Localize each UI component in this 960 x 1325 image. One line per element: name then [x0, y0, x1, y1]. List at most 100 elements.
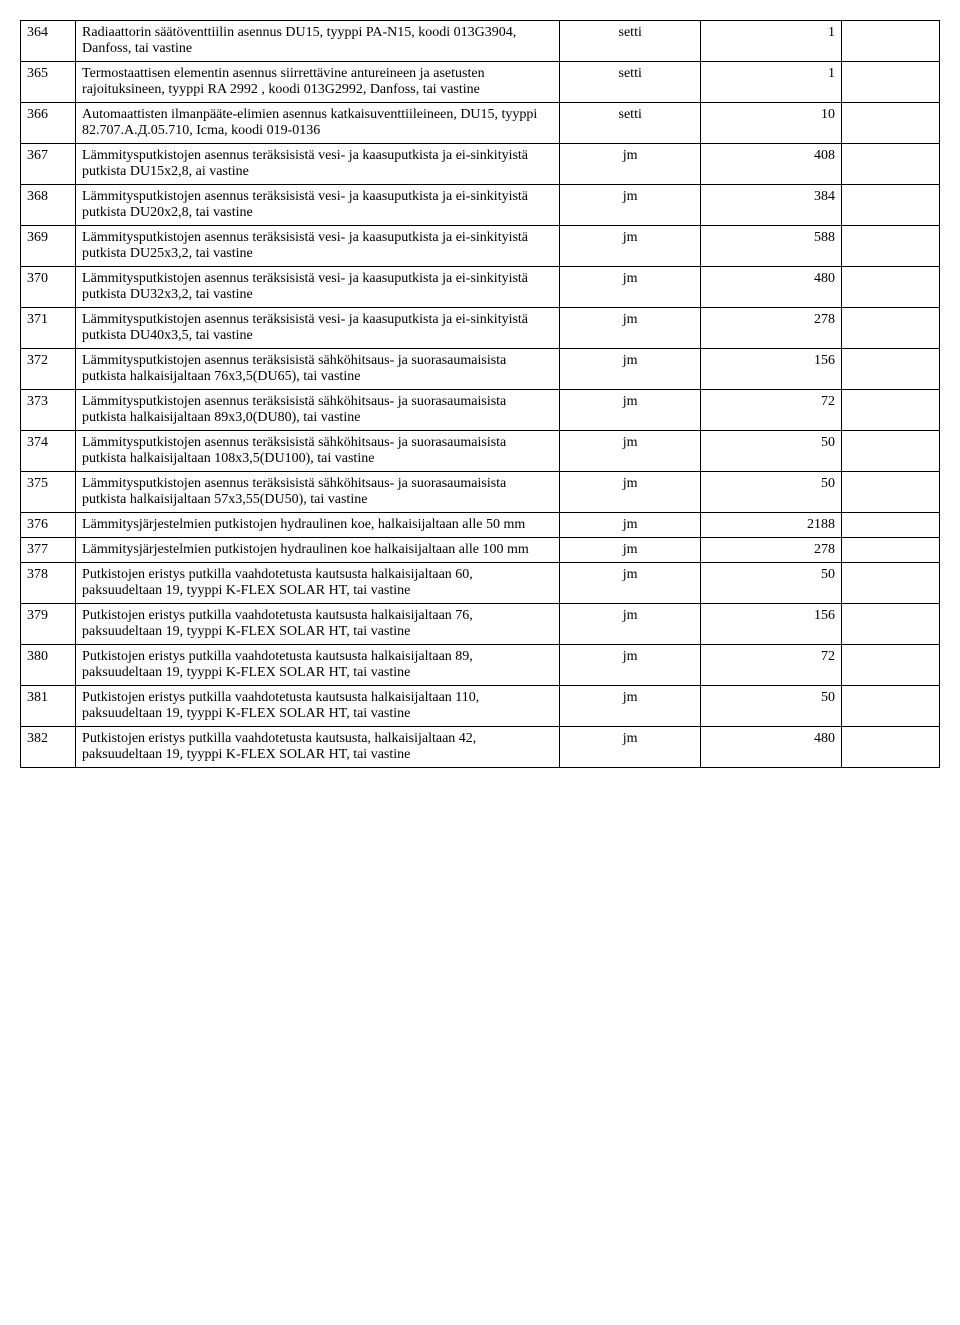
cell-unit: jm	[560, 472, 701, 513]
table-row: 364Radiaattorin säätöventtiilin asennus …	[21, 21, 940, 62]
cell-empty	[842, 267, 940, 308]
cell-num: 366	[21, 103, 76, 144]
cell-empty	[842, 62, 940, 103]
cell-qty: 278	[701, 308, 842, 349]
cell-empty	[842, 513, 940, 538]
cell-qty: 10	[701, 103, 842, 144]
cell-num: 370	[21, 267, 76, 308]
cell-unit: jm	[560, 686, 701, 727]
cell-num: 381	[21, 686, 76, 727]
cell-empty	[842, 538, 940, 563]
cell-unit: jm	[560, 185, 701, 226]
cell-num: 367	[21, 144, 76, 185]
cell-desc: Lämmitysputkistojen asennus teräksisistä…	[76, 472, 560, 513]
cell-qty: 384	[701, 185, 842, 226]
cell-desc: Lämmitysputkistojen asennus teräksisistä…	[76, 144, 560, 185]
cell-desc: Lämmitysputkistojen asennus teräksisistä…	[76, 349, 560, 390]
cell-qty: 156	[701, 349, 842, 390]
cell-empty	[842, 185, 940, 226]
cell-empty	[842, 431, 940, 472]
cell-qty: 50	[701, 431, 842, 472]
cell-unit: jm	[560, 645, 701, 686]
table-row: 378Putkistojen eristys putkilla vaahdote…	[21, 563, 940, 604]
cell-desc: Putkistojen eristys putkilla vaahdotetus…	[76, 727, 560, 768]
cell-qty: 2188	[701, 513, 842, 538]
cell-desc: Radiaattorin säätöventtiilin asennus DU1…	[76, 21, 560, 62]
cell-empty	[842, 390, 940, 431]
table-row: 370Lämmitysputkistojen asennus teräksisi…	[21, 267, 940, 308]
cell-num: 380	[21, 645, 76, 686]
cell-qty: 408	[701, 144, 842, 185]
cell-unit: setti	[560, 103, 701, 144]
cell-unit: setti	[560, 21, 701, 62]
cell-empty	[842, 226, 940, 267]
cell-qty: 72	[701, 390, 842, 431]
table-row: 376Lämmitysjärjestelmien putkistojen hyd…	[21, 513, 940, 538]
cell-unit: jm	[560, 563, 701, 604]
cell-desc: Termostaattisen elementin asennus siirre…	[76, 62, 560, 103]
cell-num: 368	[21, 185, 76, 226]
cell-empty	[842, 144, 940, 185]
cell-num: 371	[21, 308, 76, 349]
cell-unit: jm	[560, 431, 701, 472]
table-row: 368Lämmitysputkistojen asennus teräksisi…	[21, 185, 940, 226]
cell-desc: Lämmitysjärjestelmien putkistojen hydrau…	[76, 538, 560, 563]
cell-unit: jm	[560, 267, 701, 308]
cell-desc: Automaattisten ilmanpääte-elimien asennu…	[76, 103, 560, 144]
table-row: 365Termostaattisen elementin asennus sii…	[21, 62, 940, 103]
table-row: 372Lämmitysputkistojen asennus teräksisi…	[21, 349, 940, 390]
cell-unit: jm	[560, 538, 701, 563]
cell-unit: jm	[560, 144, 701, 185]
cell-empty	[842, 727, 940, 768]
cell-unit: jm	[560, 226, 701, 267]
table-row: 382Putkistojen eristys putkilla vaahdote…	[21, 727, 940, 768]
cell-empty	[842, 472, 940, 513]
table-row: 379Putkistojen eristys putkilla vaahdote…	[21, 604, 940, 645]
table-row: 381Putkistojen eristys putkilla vaahdote…	[21, 686, 940, 727]
cell-num: 375	[21, 472, 76, 513]
cell-empty	[842, 308, 940, 349]
cell-unit: jm	[560, 513, 701, 538]
table-row: 373Lämmitysputkistojen asennus teräksisi…	[21, 390, 940, 431]
specification-table: 364Radiaattorin säätöventtiilin asennus …	[20, 20, 940, 768]
cell-unit: jm	[560, 349, 701, 390]
table-row: 380Putkistojen eristys putkilla vaahdote…	[21, 645, 940, 686]
cell-desc: Lämmitysjärjestelmien putkistojen hydrau…	[76, 513, 560, 538]
cell-qty: 72	[701, 645, 842, 686]
cell-qty: 50	[701, 563, 842, 604]
cell-desc: Lämmitysputkistojen asennus teräksisistä…	[76, 226, 560, 267]
cell-qty: 480	[701, 267, 842, 308]
cell-desc: Putkistojen eristys putkilla vaahdotetus…	[76, 645, 560, 686]
cell-empty	[842, 686, 940, 727]
cell-unit: jm	[560, 308, 701, 349]
cell-num: 373	[21, 390, 76, 431]
table-row: 375Lämmitysputkistojen asennus teräksisi…	[21, 472, 940, 513]
cell-desc: Putkistojen eristys putkilla vaahdotetus…	[76, 604, 560, 645]
table-row: 369Lämmitysputkistojen asennus teräksisi…	[21, 226, 940, 267]
cell-desc: Lämmitysputkistojen asennus teräksisistä…	[76, 185, 560, 226]
table-row: 367Lämmitysputkistojen asennus teräksisi…	[21, 144, 940, 185]
cell-qty: 156	[701, 604, 842, 645]
cell-empty	[842, 349, 940, 390]
cell-num: 365	[21, 62, 76, 103]
cell-num: 369	[21, 226, 76, 267]
cell-desc: Lämmitysputkistojen asennus teräksisistä…	[76, 390, 560, 431]
cell-unit: jm	[560, 390, 701, 431]
cell-desc: Putkistojen eristys putkilla vaahdotetus…	[76, 686, 560, 727]
cell-desc: Lämmitysputkistojen asennus teräksisistä…	[76, 267, 560, 308]
cell-unit: jm	[560, 604, 701, 645]
cell-empty	[842, 21, 940, 62]
cell-qty: 50	[701, 472, 842, 513]
table-row: 366Automaattisten ilmanpääte-elimien ase…	[21, 103, 940, 144]
cell-num: 377	[21, 538, 76, 563]
cell-desc: Lämmitysputkistojen asennus teräksisistä…	[76, 431, 560, 472]
cell-empty	[842, 604, 940, 645]
cell-num: 378	[21, 563, 76, 604]
cell-qty: 50	[701, 686, 842, 727]
cell-unit: setti	[560, 62, 701, 103]
table-row: 371Lämmitysputkistojen asennus teräksisi…	[21, 308, 940, 349]
cell-num: 372	[21, 349, 76, 390]
cell-desc: Lämmitysputkistojen asennus teräksisistä…	[76, 308, 560, 349]
cell-unit: jm	[560, 727, 701, 768]
cell-qty: 480	[701, 727, 842, 768]
